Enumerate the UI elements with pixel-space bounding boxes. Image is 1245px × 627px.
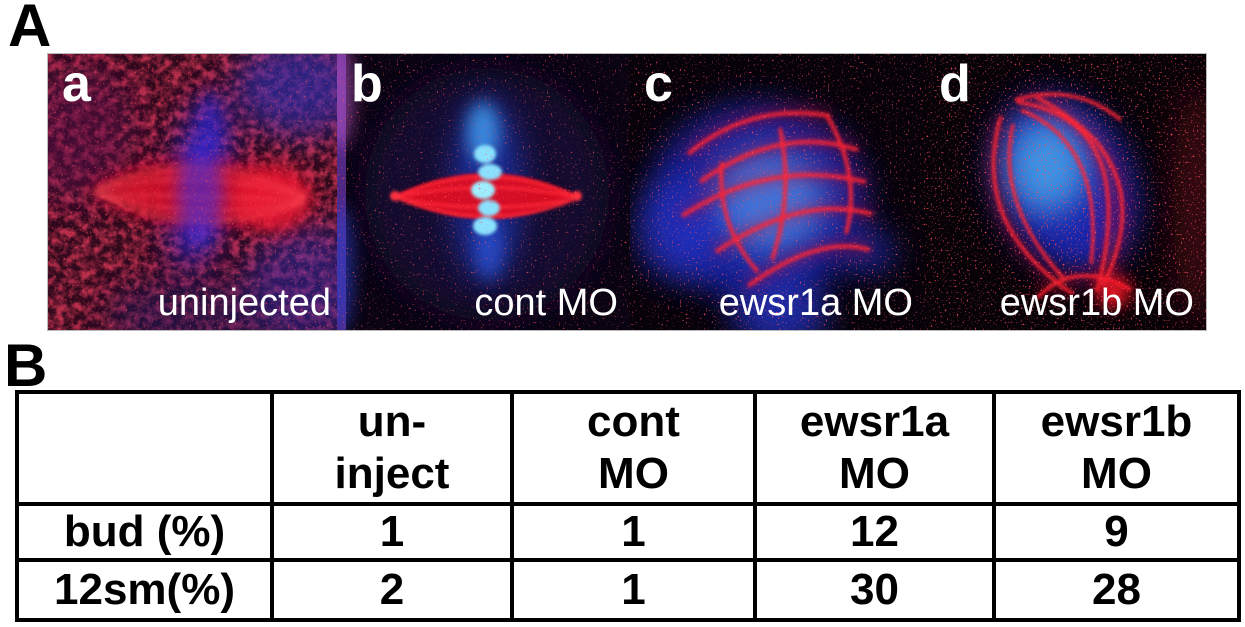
table-header-cont-mo: cont MO [510,390,757,506]
micrograph-c: c ewsr1a MO [630,54,925,330]
micrograph-b-letter: b [351,55,383,113]
cell-bud-ewsr1a: 12 [753,502,996,562]
micrograph-a: a uninjected [48,54,337,330]
micrograph-b-image [337,54,630,330]
table-row-bud: bud (%) 1 1 12 9 [15,502,1241,562]
table-header-ewsr1a-mo: ewsr1a MO [753,390,996,506]
micrograph-d: d ewsr1b MO [925,54,1206,330]
cell-bud-uninject: 1 [270,502,514,562]
cell-12sm-cont: 1 [510,557,757,622]
table-header-empty [15,390,274,506]
cell-12sm-uninject: 2 [270,557,514,622]
micrograph-c-letter: c [644,55,673,113]
micrograph-a-image [48,54,337,330]
micrograph-a-caption: uninjected [157,282,331,324]
panel-a-label: A [8,0,51,59]
row-label-12sm: 12sm(%) [15,557,274,622]
micrograph-b: b cont MO [337,54,630,330]
micrograph-b-caption: cont MO [474,282,618,324]
micrograph-c-image [630,54,925,330]
micrograph-a-letter: a [62,55,91,113]
micrograph-c-caption: ewsr1a MO [718,282,913,324]
micrograph-d-caption: ewsr1b MO [999,282,1194,324]
table-header-row: un- inject cont MO ewsr1a MO ewsr1b MO [15,390,1241,506]
row-label-bud: bud (%) [15,502,274,562]
table-row-12sm: 12sm(%) 2 1 30 28 [15,557,1241,622]
cell-bud-cont: 1 [510,502,757,562]
table-header-uninject: un- inject [270,390,514,506]
cell-12sm-ewsr1b: 28 [992,557,1241,622]
cell-12sm-ewsr1a: 30 [753,557,996,622]
table-header-ewsr1b-mo: ewsr1b MO [992,390,1241,506]
panel-b-label: B [4,332,47,399]
cell-bud-ewsr1b: 9 [992,502,1241,562]
results-table: un- inject cont MO ewsr1a MO ewsr1b MO b… [15,390,1241,622]
micrograph-d-image [925,54,1206,330]
micrograph-d-letter: d [939,55,971,113]
micrograph-strip: a uninjected [48,54,1206,330]
